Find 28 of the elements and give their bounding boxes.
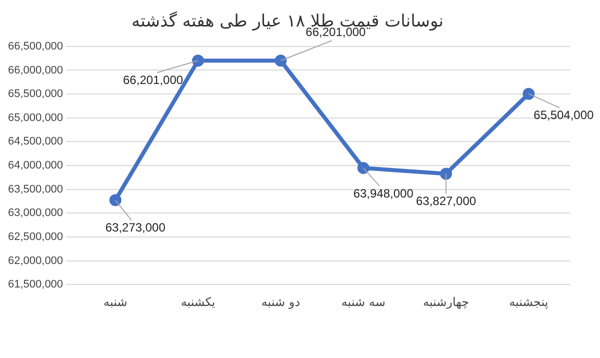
data-label: 63,273,000 [105, 220, 166, 234]
point [109, 194, 122, 206]
y-tick-label: 63,000,000 [8, 207, 64, 220]
y-tick-label: 64,500,000 [8, 136, 64, 148]
y-tick-label: 61,500,000 [8, 278, 64, 291]
x-tick-label: یکشنبه [180, 294, 216, 309]
x-tick-label: شنبه [104, 294, 128, 309]
point [440, 168, 452, 180]
y-tick-label: 62,000,000 [8, 254, 64, 267]
x-tick-label: دو شنبه [261, 294, 300, 309]
y-tick-label: 66,000,000 [8, 64, 64, 76]
y-tick-label: 62,500,000 [8, 230, 64, 243]
y-tick-label: 66,500,000 [8, 40, 64, 52]
point [192, 54, 204, 67]
data-label: 65,504,000 [534, 108, 594, 122]
y-tick-label: 65,500,000 [8, 88, 64, 100]
y-tick-label: 64,000,000 [8, 160, 64, 172]
x-tick-label: پنجشنبه [509, 294, 548, 309]
data-label: 63,948,000 [353, 186, 414, 200]
point [357, 162, 370, 174]
data-label: 63,827,000 [416, 194, 476, 208]
y-tick-label: 63,500,000 [8, 183, 64, 196]
point [274, 54, 287, 67]
point [522, 88, 535, 100]
data-label: 66,201,000 [123, 72, 184, 87]
x-tick-label: چهارشنبه [422, 294, 470, 309]
x-tick-label: سه شنبه [341, 294, 386, 309]
y-tick-label: 65,000,000 [8, 112, 64, 124]
